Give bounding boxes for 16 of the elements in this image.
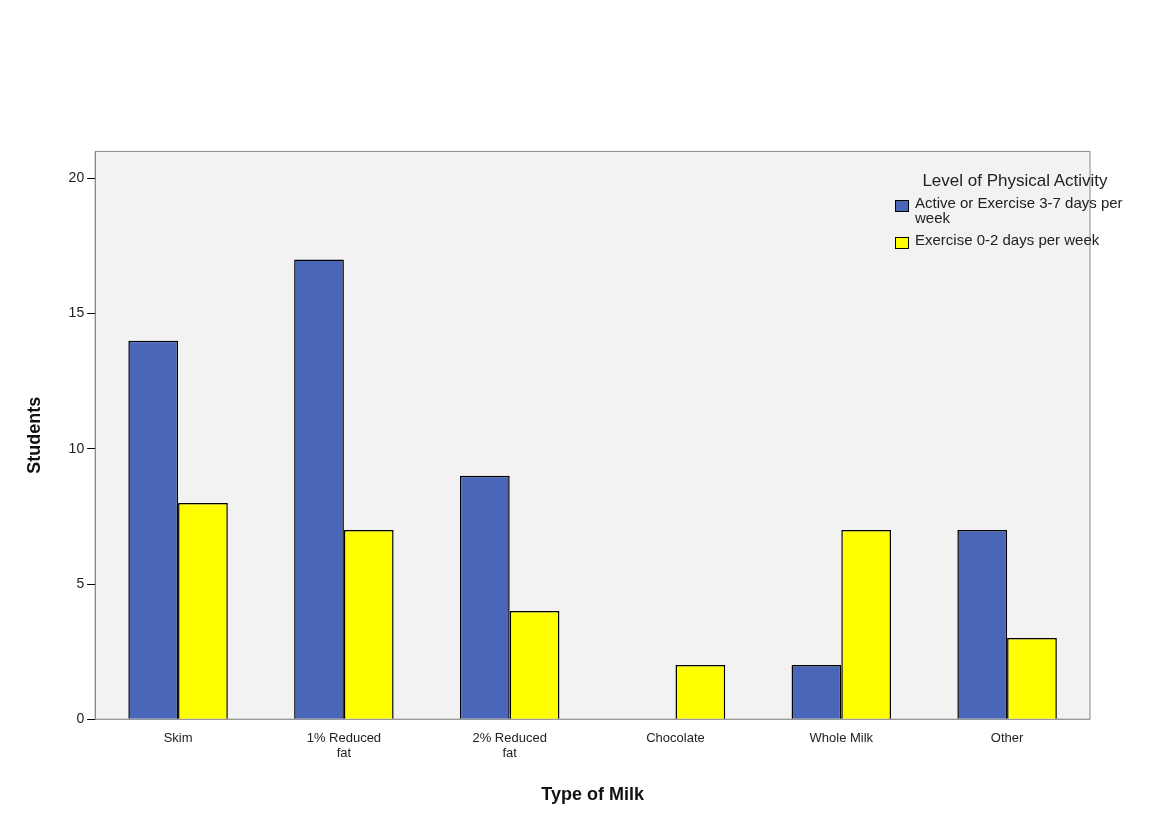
y-tick-label: 15: [68, 304, 85, 321]
x-tick-label: 1% Reduced fat: [306, 729, 382, 761]
x-tick-label: 2% Reduced fat: [472, 729, 547, 761]
y-tick-label: 10: [68, 439, 85, 456]
legend-title: Level of Physical Activity: [921, 171, 1109, 191]
x-tick-label: Skim: [163, 729, 193, 745]
y-tick-label: 20: [68, 169, 85, 186]
y-axis-title: Students: [23, 396, 44, 474]
y-tick-label: 5: [76, 574, 85, 591]
x-tick-label: Whole Milk: [809, 729, 874, 745]
x-tick-label: Other: [990, 729, 1025, 745]
legend-label: Active or Exercise 3-7 days per week: [915, 193, 1124, 227]
x-tick-label: Chocolate: [646, 729, 705, 745]
y-tick-label: 0: [76, 710, 85, 727]
legend-label: Exercise 0-2 days per week: [915, 231, 1100, 249]
x-axis-title: Type of Milk: [541, 784, 645, 805]
